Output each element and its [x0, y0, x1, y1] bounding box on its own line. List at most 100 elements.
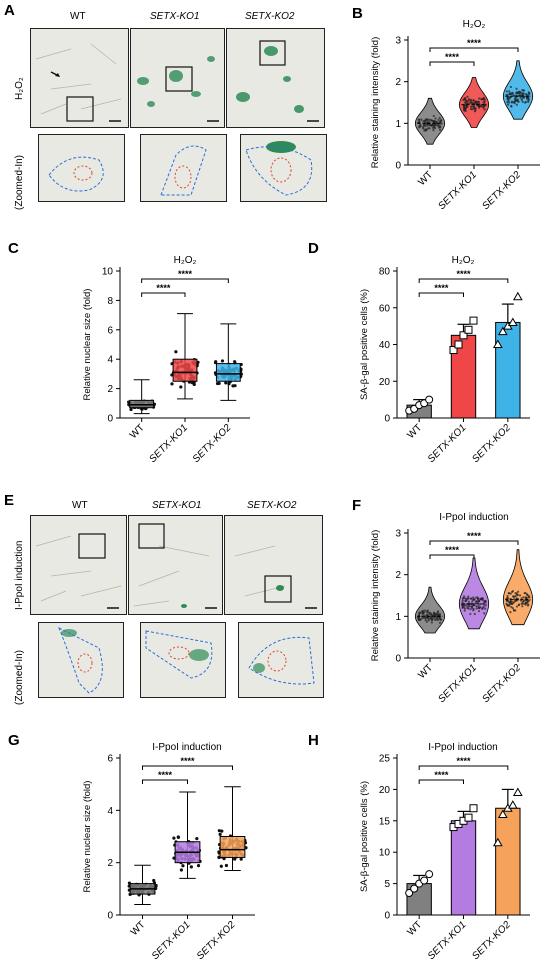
chart-c-panel-letter: C — [8, 240, 19, 257]
chart-f-y-tick-label: 1 — [395, 612, 401, 623]
chart-b-point — [434, 117, 437, 120]
chart-f-point — [461, 599, 464, 602]
chart-b-y-tick-label: 1 — [395, 119, 401, 130]
chart-b-point — [482, 96, 485, 100]
chart-b-point — [513, 102, 516, 105]
chart-f-point — [430, 618, 433, 622]
chart-c-point — [170, 382, 174, 386]
chart-h-point — [420, 876, 429, 885]
chart-f-y-axis-label: Relative staining intensity (fold) — [370, 530, 381, 661]
micrograph-ko2 — [226, 28, 325, 128]
chart-f-point — [484, 604, 487, 607]
chart-b-point — [483, 108, 486, 111]
chart-c-point — [233, 384, 237, 388]
chart-d-y-tick-label: 40 — [379, 340, 391, 351]
chart-f-point — [435, 612, 439, 616]
chart-h-x-tick-label-0: WT — [406, 919, 425, 938]
chart-d-y-tick-label: 0 — [384, 414, 390, 425]
zoom-ko2 — [240, 134, 327, 202]
chart-c-point — [129, 407, 133, 412]
chart-f-point — [475, 600, 478, 603]
chart-f-point — [423, 609, 427, 612]
chart-f-point — [462, 605, 466, 608]
chart-f-point — [423, 616, 426, 619]
chart-c-point — [215, 381, 220, 386]
chart-d-point — [497, 326, 508, 336]
chart-f-y-tick-label: 0 — [395, 654, 401, 665]
chart-c-y-tick-label: 2 — [107, 384, 113, 395]
chart-f-point — [424, 618, 427, 622]
chart-b-sig-label: **** — [445, 52, 460, 62]
chart-g-point — [224, 863, 229, 868]
chart-b-point — [427, 120, 430, 123]
chart-b-point — [465, 105, 468, 108]
chart-g-sig-bracket — [142, 779, 188, 784]
chart-f-point — [526, 600, 530, 603]
chart-b-point — [519, 96, 522, 99]
chart-f-point — [511, 589, 514, 593]
chart-f-point — [513, 600, 516, 604]
chart-c-y-tick-label: 8 — [107, 296, 113, 307]
chart-f: F I-PpoI induction 0 1 2 3 Relative staining i… — [352, 497, 540, 705]
chart-b-point — [470, 100, 473, 104]
chart-b-point — [439, 125, 442, 128]
chart-b-point — [467, 98, 471, 101]
chart-c-point — [220, 359, 225, 363]
chart-b-point — [508, 90, 511, 93]
chart-f-point — [521, 600, 524, 604]
chart-b-point — [522, 89, 525, 92]
chart-b-violin-2 — [502, 60, 534, 120]
chart-f-point — [469, 608, 472, 611]
chart-b-point — [472, 99, 475, 102]
chart-b-point — [432, 124, 436, 128]
chart-b-point — [483, 100, 486, 103]
chart-b-point — [525, 93, 529, 96]
chart-f-point — [528, 596, 531, 599]
chart-f-point — [470, 605, 473, 608]
chart-c-sig-bracket — [141, 278, 229, 283]
chart-b-point — [478, 106, 481, 109]
chart-b-sig-bracket — [429, 61, 475, 66]
chart-b-point — [439, 122, 443, 125]
chart-b-point — [432, 128, 435, 132]
chart-c-sig-label: **** — [178, 269, 193, 279]
zoom-ko1 — [140, 134, 227, 202]
col-label-ko1: SETX-KO1 — [150, 11, 200, 22]
chart-f-point — [418, 618, 421, 621]
col-label-ko2: SETX-KO2 — [245, 11, 295, 22]
chart-h-point — [464, 813, 473, 822]
chart-b-point — [479, 104, 482, 107]
chart-f-point — [469, 612, 472, 616]
chart-h-panel-letter: H — [308, 732, 319, 749]
chart-b-point — [474, 107, 477, 110]
chart-b-point — [418, 123, 422, 126]
chart-f-point — [514, 592, 517, 595]
chart-b-point — [526, 97, 529, 100]
chart-b-point — [509, 85, 513, 89]
chart-b-point — [508, 93, 512, 96]
chart-c-y-tick-label: 0 — [107, 414, 113, 425]
chart-f-point — [521, 605, 524, 608]
chart-b-point — [474, 109, 477, 112]
chart-b-point — [482, 104, 485, 107]
chart-f-point — [520, 597, 523, 600]
chart-c-point — [192, 382, 196, 387]
chart-b-panel-letter: B — [352, 5, 363, 22]
chart-h-y-tick-label: 20 — [379, 785, 391, 796]
chart-f-point — [466, 606, 469, 609]
chart-c-x-tick-label-0: WT — [128, 422, 147, 441]
chart-d-point — [454, 340, 463, 349]
chart-b-point — [528, 92, 531, 95]
chart-f-point — [481, 606, 484, 610]
chart-f-point — [468, 605, 471, 608]
chart-f-x-tick-label-0: WT — [416, 662, 435, 681]
chart-f-point — [475, 605, 478, 608]
chart-d-x-tick-label-1: SETX-KO1 — [426, 422, 469, 465]
chart-f-point — [515, 605, 519, 608]
chart-b-point — [506, 101, 509, 104]
chart-b-point — [518, 91, 521, 95]
chart-b-point — [420, 118, 423, 121]
chart-b-point — [437, 123, 440, 127]
chart-f-point — [468, 602, 471, 605]
chart-g-y-tick-label: 0 — [107, 911, 113, 922]
